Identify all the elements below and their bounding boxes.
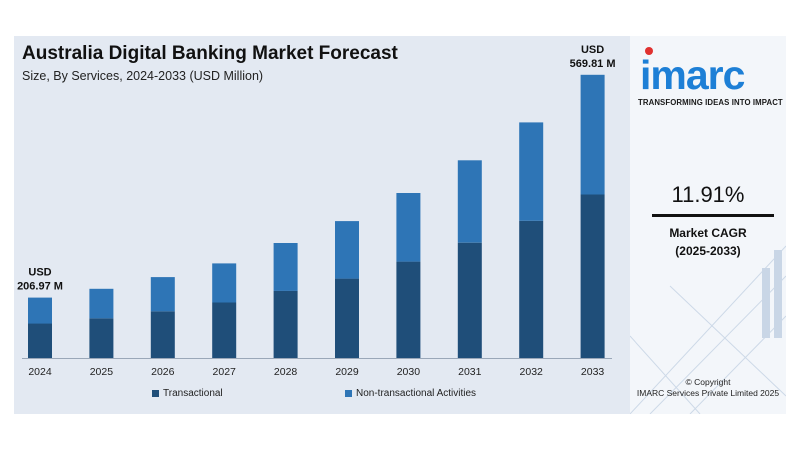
bar-transactional-2024 (28, 323, 52, 358)
logo-text: imarc (640, 52, 745, 98)
bar-non-transactional-2024 (28, 297, 52, 324)
bar-transactional-2026 (150, 311, 175, 358)
copyright-line2: IMARC Services Private Limited 2025 (636, 388, 780, 398)
bar-non-transactional-2025 (89, 288, 114, 319)
x-tick-label-2024: 2024 (28, 366, 52, 378)
legend-swatch-non-transactional (345, 390, 352, 397)
data-label-unit-2024: USD (28, 267, 51, 279)
logo-dot-icon (645, 47, 653, 55)
legend-item-non-transactional: Non-transactional Activities (345, 388, 476, 399)
bar-transactional-2033 (580, 194, 605, 358)
bar-transactional-2028 (273, 290, 298, 358)
x-tick-label-2029: 2029 (335, 366, 359, 378)
bar-transactional-2031 (457, 242, 482, 358)
x-tick-label-2031: 2031 (458, 366, 482, 378)
bar-transactional-2025 (89, 318, 114, 358)
bar-transactional-2027 (212, 302, 237, 358)
bar-non-transactional-2030 (396, 193, 421, 262)
cagr-label-block: Market CAGR (2025-2033) (630, 224, 786, 260)
side-panel: imarc TRANSFORMING IDEAS INTO IMPACT 11.… (630, 36, 786, 414)
logo-wordmark: imarc (638, 47, 784, 98)
x-tick-label-2026: 2026 (151, 366, 175, 378)
bar-non-transactional-2029 (335, 221, 359, 279)
bar-transactional-2029 (335, 278, 359, 358)
legend-label-transactional: Transactional (163, 388, 223, 399)
bar-transactional-2030 (396, 261, 421, 358)
chart-title: Australia Digital Banking Market Forecas… (22, 43, 398, 64)
infographic-card: 2024 USD 206.97 M 2025 2026 2027 2028 2029 2030 2… (14, 36, 786, 414)
data-label-unit-2033: USD (581, 44, 604, 56)
bar-non-transactional-2031 (457, 160, 482, 243)
logo-tagline: TRANSFORMING IDEAS INTO IMPACT (638, 98, 783, 107)
x-tick-label-2027: 2027 (213, 366, 237, 378)
x-tick-label-2028: 2028 (274, 366, 298, 378)
cagr-value: 11.91% (671, 182, 745, 207)
data-label-value-2033: 569.81 M (570, 58, 616, 70)
copyright: © Copyright IMARC Services Private Limit… (630, 377, 786, 399)
legend-item-transactional: Transactional (152, 388, 223, 399)
x-tick-label-2032: 2032 (520, 366, 544, 378)
bar-non-transactional-2026 (150, 277, 175, 312)
x-tick-label-2033: 2033 (581, 366, 605, 378)
bar-non-transactional-2032 (519, 122, 544, 221)
chart-legend: Transactional Non-transactional Activiti… (14, 388, 630, 404)
bar-chart: 2024 USD 206.97 M 2025 2026 2027 2028 2029 2030 2… (17, 44, 616, 378)
legend-swatch-transactional (152, 390, 159, 397)
data-label-value-2024: 206.97 M (17, 281, 63, 293)
x-tick-label-2030: 2030 (397, 366, 421, 378)
bar-non-transactional-2033 (580, 74, 605, 195)
x-tick-label-2025: 2025 (90, 366, 114, 378)
copyright-line1: © Copyright (685, 377, 731, 387)
imarc-logo: imarc TRANSFORMING IDEAS INTO IMPACT (638, 47, 784, 107)
bar-non-transactional-2027 (212, 263, 237, 303)
cagr-period: (2025-2033) (675, 244, 741, 258)
bar-non-transactional-2028 (273, 243, 298, 291)
cagr-label: Market CAGR (669, 226, 747, 240)
bar-transactional-2032 (519, 220, 544, 358)
cagr-divider (652, 214, 774, 217)
legend-label-non-transactional: Non-transactional Activities (356, 388, 477, 399)
chart-subtitle: Size, By Services, 2024-2033 (USD Millio… (22, 69, 264, 83)
chart-area: 2024 USD 206.97 M 2025 2026 2027 2028 2029 2030 2… (14, 36, 630, 414)
decorative-background (630, 245, 786, 414)
